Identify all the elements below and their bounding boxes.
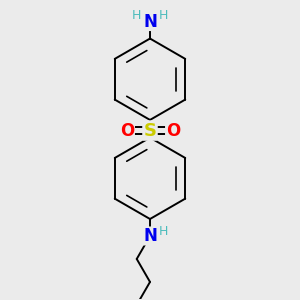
Text: O: O xyxy=(120,122,134,140)
Text: N: N xyxy=(143,13,157,31)
Text: H: H xyxy=(132,9,141,22)
Text: S: S xyxy=(143,122,157,140)
Text: O: O xyxy=(166,122,180,140)
Text: H: H xyxy=(159,9,168,22)
Text: H: H xyxy=(159,225,168,238)
Text: N: N xyxy=(143,227,157,245)
